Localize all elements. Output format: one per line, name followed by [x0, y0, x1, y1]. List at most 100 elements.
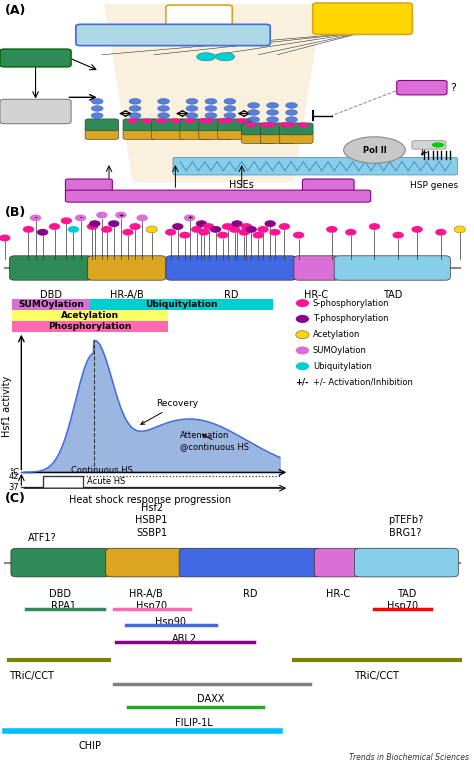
- Circle shape: [23, 226, 34, 233]
- Circle shape: [432, 142, 444, 148]
- Text: DBD: DBD: [40, 290, 62, 300]
- FancyBboxPatch shape: [90, 299, 273, 310]
- Text: HSEs: HSEs: [229, 181, 254, 190]
- Circle shape: [241, 223, 252, 230]
- Ellipse shape: [129, 112, 141, 119]
- Text: TRiC/CCT: TRiC/CCT: [355, 671, 399, 681]
- Text: Degradation
(UPS): Degradation (UPS): [9, 102, 62, 121]
- FancyBboxPatch shape: [279, 123, 313, 135]
- Circle shape: [196, 220, 207, 227]
- Circle shape: [75, 214, 86, 221]
- Text: Ubiquitylation: Ubiquitylation: [313, 362, 372, 371]
- Circle shape: [260, 122, 271, 128]
- Polygon shape: [104, 4, 322, 183]
- Circle shape: [246, 122, 257, 128]
- Circle shape: [369, 223, 380, 230]
- Circle shape: [435, 229, 447, 236]
- Text: Attenuation
@continuous HS: Attenuation @continuous HS: [180, 431, 249, 451]
- Text: Hsp90: Hsp90: [155, 617, 186, 627]
- Circle shape: [283, 122, 295, 128]
- Circle shape: [203, 223, 214, 230]
- Circle shape: [454, 226, 465, 233]
- Text: TRiC/CCT: TRiC/CCT: [9, 671, 55, 681]
- Text: DBD: DBD: [49, 589, 72, 599]
- Circle shape: [68, 226, 79, 233]
- Text: Phosphorylation: Phosphorylation: [48, 321, 132, 330]
- Circle shape: [392, 232, 404, 239]
- Circle shape: [296, 315, 309, 323]
- FancyBboxPatch shape: [355, 549, 458, 577]
- Circle shape: [344, 137, 405, 163]
- Circle shape: [246, 226, 257, 233]
- Text: -: -: [93, 221, 96, 226]
- Text: Acute HS: Acute HS: [87, 477, 125, 486]
- Text: Heat shock response progression: Heat shock response progression: [69, 496, 232, 506]
- Text: HR-C: HR-C: [304, 290, 328, 300]
- Circle shape: [198, 229, 210, 236]
- Ellipse shape: [266, 117, 278, 122]
- FancyBboxPatch shape: [294, 256, 339, 280]
- Circle shape: [49, 223, 60, 230]
- Ellipse shape: [157, 99, 170, 104]
- Circle shape: [296, 363, 309, 370]
- Text: Hsp70s: Hsp70s: [310, 181, 346, 190]
- Text: PTMs: PTMs: [184, 10, 214, 20]
- Text: FILIP-1L: FILIP-1L: [175, 718, 213, 728]
- Circle shape: [279, 223, 290, 230]
- Text: ?: ?: [450, 83, 456, 93]
- Text: -: -: [34, 216, 37, 220]
- Circle shape: [101, 226, 112, 233]
- FancyBboxPatch shape: [218, 128, 251, 139]
- Ellipse shape: [91, 99, 103, 104]
- Circle shape: [229, 226, 240, 233]
- Circle shape: [264, 220, 276, 227]
- Circle shape: [115, 212, 127, 219]
- Text: RD: RD: [224, 290, 238, 300]
- Circle shape: [411, 226, 423, 233]
- FancyBboxPatch shape: [241, 132, 275, 144]
- FancyBboxPatch shape: [0, 49, 71, 67]
- Text: Hsf1 activity: Hsf1 activity: [2, 376, 12, 437]
- FancyBboxPatch shape: [11, 549, 110, 577]
- Text: Acetylation: Acetylation: [313, 330, 360, 339]
- FancyBboxPatch shape: [241, 123, 275, 135]
- Text: °C: °C: [9, 468, 19, 477]
- Ellipse shape: [129, 106, 141, 111]
- Circle shape: [61, 217, 72, 224]
- Ellipse shape: [285, 103, 298, 109]
- Circle shape: [184, 119, 195, 123]
- FancyBboxPatch shape: [180, 119, 213, 131]
- Ellipse shape: [266, 103, 278, 109]
- Ellipse shape: [91, 106, 103, 111]
- Ellipse shape: [266, 109, 278, 116]
- Circle shape: [222, 119, 233, 123]
- Text: T-phosphorylation: T-phosphorylation: [313, 314, 388, 324]
- Text: Hsp90: Hsp90: [406, 83, 438, 93]
- Text: Pol II: Pol II: [363, 145, 386, 155]
- Text: Synthesis: Synthesis: [11, 54, 60, 63]
- Circle shape: [155, 119, 167, 123]
- Circle shape: [198, 119, 210, 123]
- Circle shape: [257, 226, 269, 233]
- Circle shape: [269, 229, 281, 236]
- Text: Recovery: Recovery: [141, 399, 199, 425]
- Circle shape: [146, 226, 157, 233]
- Text: Trends in Biochemical Sciences: Trends in Biochemical Sciences: [349, 754, 469, 762]
- Text: 37: 37: [8, 483, 19, 492]
- Text: BRG1?: BRG1?: [389, 528, 421, 538]
- Text: HR-A/B: HR-A/B: [129, 589, 163, 599]
- FancyBboxPatch shape: [76, 24, 270, 46]
- Text: CHIP: CHIP: [79, 741, 101, 751]
- FancyBboxPatch shape: [412, 141, 446, 149]
- Ellipse shape: [224, 106, 236, 111]
- Circle shape: [231, 220, 243, 227]
- FancyBboxPatch shape: [179, 549, 321, 577]
- Ellipse shape: [157, 106, 170, 111]
- Text: Acetylation: Acetylation: [61, 311, 119, 320]
- FancyBboxPatch shape: [123, 119, 156, 131]
- Circle shape: [127, 119, 138, 123]
- FancyBboxPatch shape: [180, 128, 213, 139]
- Text: +: +: [187, 216, 192, 220]
- Text: Hsp70: Hsp70: [387, 601, 419, 610]
- Text: Feed-forward
regulators: Feed-forward regulators: [328, 9, 397, 28]
